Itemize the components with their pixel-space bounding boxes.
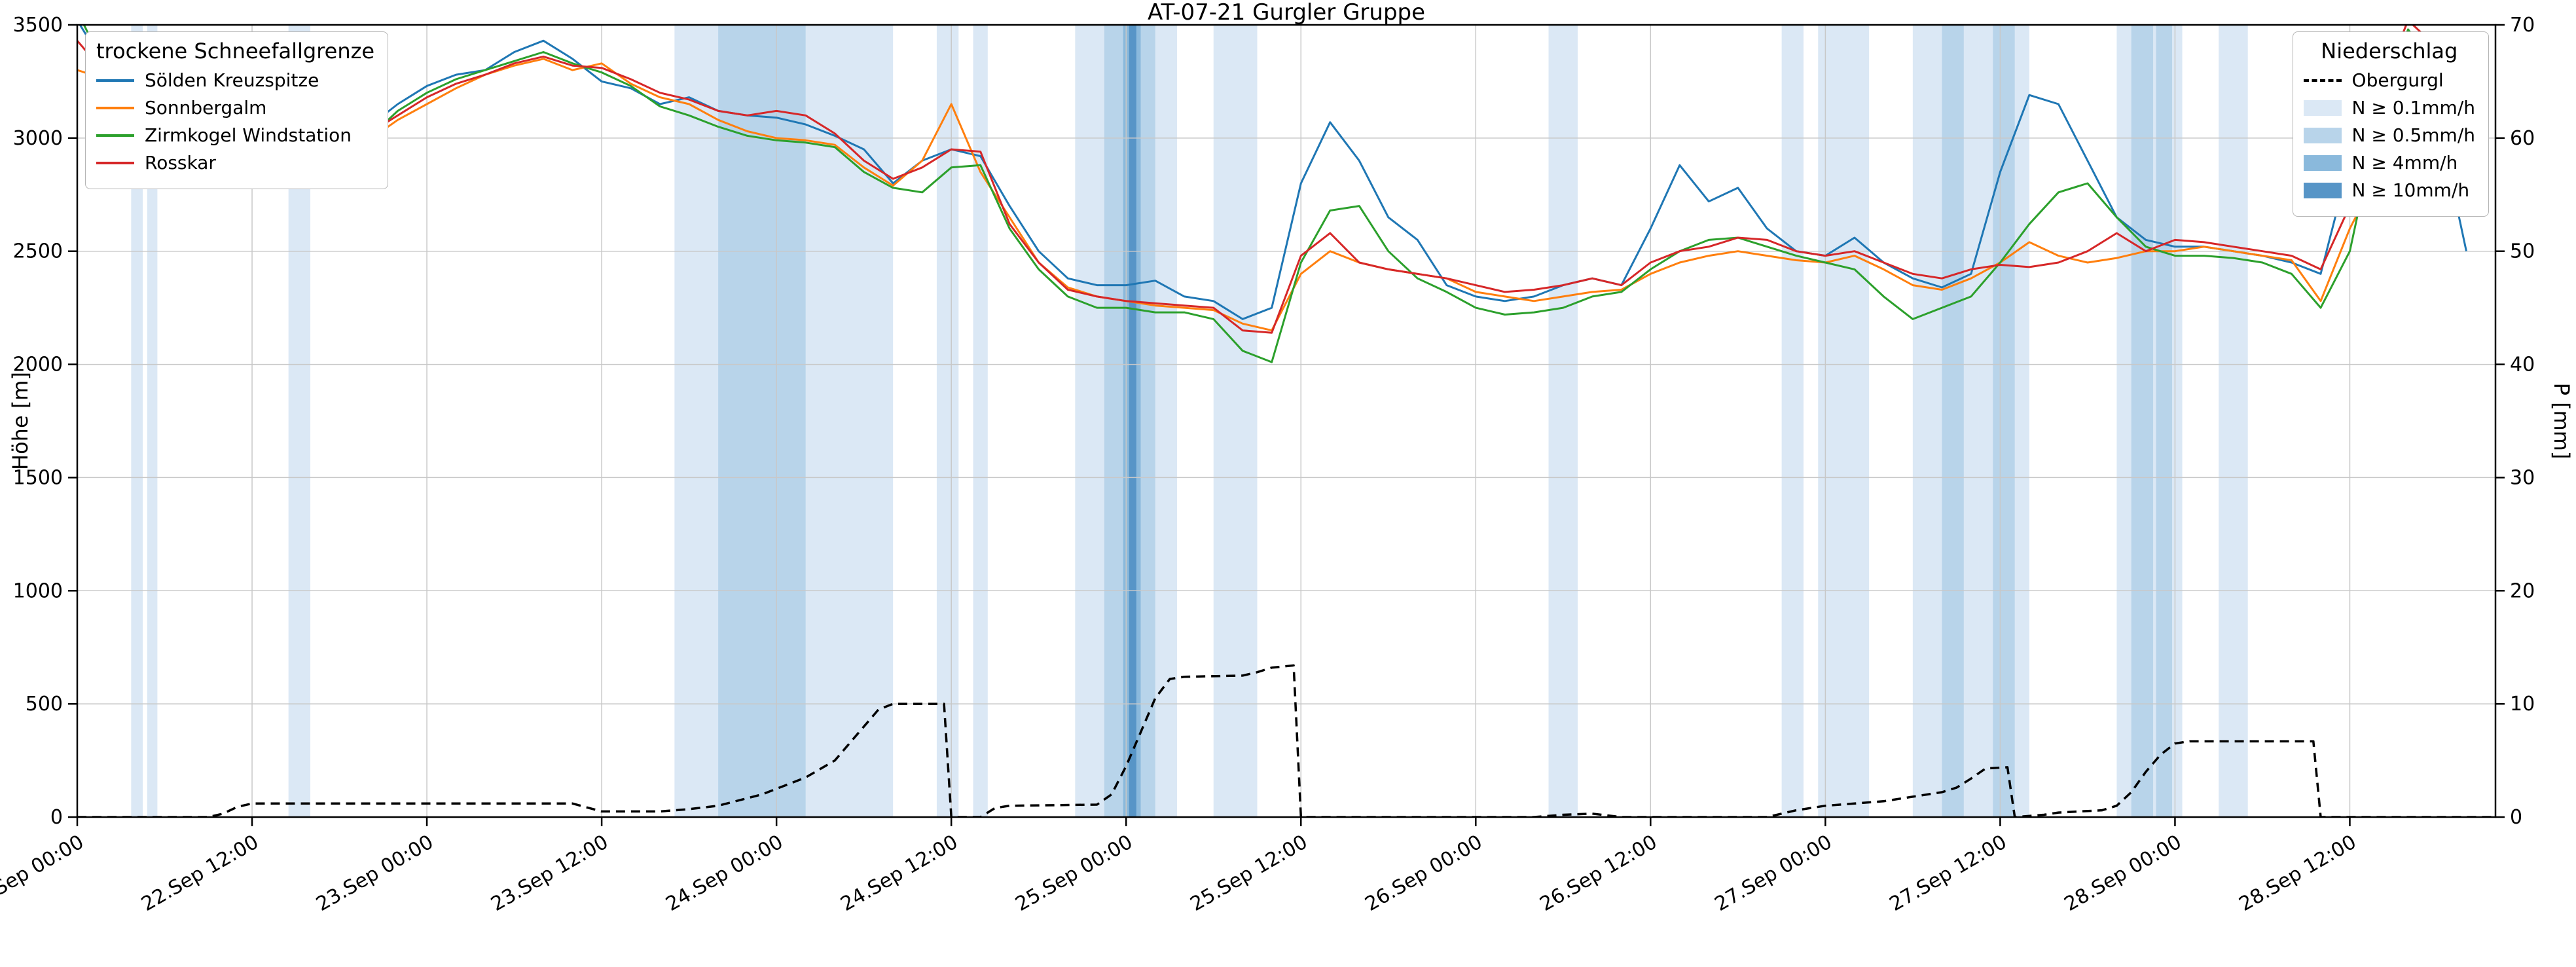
- precip-band: [1213, 25, 1258, 817]
- legend-entry-n01: N ≥ 0.1mm/h: [2303, 97, 2475, 119]
- legend-entry-label: Sonnbergalm: [145, 97, 267, 119]
- legend-entry-n4: N ≥ 4mm/h: [2303, 152, 2475, 173]
- series-line-s-lden-kreuzspitze: [79, 25, 2467, 320]
- y-left-axis-label: Höhe [m]: [8, 372, 33, 470]
- x-tick-label: 28.Sep 00:00: [2061, 831, 2186, 916]
- x-tick-label: 26.Sep 00:00: [1361, 831, 1486, 916]
- x-tick-label: 28.Sep 12:00: [2236, 831, 2361, 916]
- series-line-group: [77, 25, 2467, 363]
- x-tick-label: 27.Sep 00:00: [1711, 831, 1836, 916]
- precip-band: [973, 25, 988, 817]
- line-sample-icon: [96, 79, 134, 82]
- precip-line-group: [77, 664, 2495, 817]
- precip-band: [2219, 25, 2248, 817]
- band-patch-icon: [2303, 100, 2342, 116]
- y-right-tick-label: 0: [2510, 806, 2522, 829]
- precip-band: [2131, 25, 2154, 817]
- y-right-tick-label: 10: [2510, 693, 2535, 716]
- legend-precip: Niederschlag Obergurgl N ≥ 0.1mm/h N ≥ 0…: [2292, 31, 2489, 217]
- y-right-axis-label: P [mm]: [2549, 383, 2574, 460]
- x-tick-label: 25.Sep 00:00: [1011, 831, 1136, 916]
- y-left-tick-label: 2000: [13, 354, 63, 376]
- precip-band: [131, 25, 143, 817]
- line-sample-icon: [96, 161, 134, 164]
- precip-band: [1129, 25, 1136, 817]
- y-right-tick-label: 50: [2510, 240, 2535, 263]
- x-tick-label: 23.Sep 12:00: [487, 831, 612, 916]
- legend-entry-soelden: Sölden Kreuzspitze: [96, 69, 374, 91]
- series-line-sonnbergalm: [77, 58, 2467, 332]
- chart-title: AT-07-21 Gurgler Gruppe: [1148, 0, 1425, 26]
- legend-entry-label: Rosskar: [145, 152, 216, 173]
- dashed-line-sample-icon: [2303, 79, 2342, 82]
- precip-band: [1781, 25, 1804, 817]
- y-left-tick-label: 0: [50, 806, 63, 829]
- y-left-tick-label: 1500: [13, 466, 63, 489]
- band-patch-icon: [2303, 182, 2342, 198]
- y-left-tick-label: 3000: [13, 127, 63, 150]
- x-tick-label: 24.Sep 12:00: [837, 831, 962, 916]
- precip-band: [1993, 25, 2015, 817]
- precip-band: [1942, 25, 1964, 817]
- legend-entry-label: Sölden Kreuzspitze: [145, 69, 319, 91]
- legend-entry-label: Obergurgl: [2351, 69, 2444, 91]
- precip-band-group: [131, 25, 2248, 817]
- x-tick-label: 27.Sep 12:00: [1885, 831, 2010, 916]
- x-tick-label: 22.Sep 12:00: [137, 831, 263, 916]
- legend-entry-label: Zirmkogel Windstation: [145, 124, 352, 146]
- y-right-tick-label: 70: [2510, 14, 2535, 37]
- legend-entry-label: N ≥ 0.5mm/h: [2351, 124, 2475, 146]
- line-sample-icon: [96, 134, 134, 137]
- x-tick-label: 24.Sep 00:00: [662, 831, 787, 916]
- precip-band: [147, 25, 158, 817]
- legend-entry-label: N ≥ 0.1mm/h: [2351, 97, 2475, 119]
- series-line-zirmkogel-windstation: [82, 25, 2467, 363]
- legend-precip-title: Niederschlag: [2321, 39, 2458, 64]
- y-left-tick-label: 2500: [13, 240, 63, 263]
- x-tick-label: 25.Sep 12:00: [1186, 831, 1311, 916]
- precip-band: [936, 25, 959, 817]
- legend-entry-label: N ≥ 4mm/h: [2351, 152, 2458, 173]
- y-right-tick-label: 60: [2510, 127, 2535, 150]
- precip-band: [718, 25, 806, 817]
- x-tick-label: 26.Sep 12:00: [1536, 831, 1661, 916]
- x-tick-label: 22.Sep 00:00: [0, 831, 88, 916]
- y-right-tick-label: 40: [2510, 354, 2535, 376]
- legend-entry-obergurgl: Obergurgl: [2303, 69, 2475, 91]
- series-line-rosskar: [77, 25, 2467, 334]
- legend-snowline-title: trockene Schneefallgrenze: [96, 39, 375, 64]
- precip-line-obergurgl: [77, 664, 2495, 817]
- band-patch-icon: [2303, 127, 2342, 143]
- line-sample-icon: [96, 106, 134, 109]
- legend-snowline: trockene Schneefallgrenze Sölden Kreuzsp…: [85, 31, 389, 189]
- y-left-tick-label: 500: [26, 693, 63, 716]
- legend-entry-n05: N ≥ 0.5mm/h: [2303, 124, 2475, 146]
- plot-border: [76, 24, 2497, 818]
- legend-entry-label: N ≥ 10mm/h: [2351, 179, 2470, 201]
- legend-entry-zirmkogel: Zirmkogel Windstation: [96, 124, 374, 146]
- legend-entry-rosskar: Rosskar: [96, 152, 374, 173]
- legend-entry-sonnbergalm: Sonnbergalm: [96, 97, 374, 119]
- y-left-tick-label: 1000: [13, 579, 63, 602]
- precip-band: [1818, 25, 1870, 817]
- x-tick-label: 23.Sep 00:00: [312, 831, 437, 916]
- y-right-tick-label: 20: [2510, 579, 2535, 602]
- precip-band: [1548, 25, 1578, 817]
- precip-band: [2156, 25, 2172, 817]
- y-left-tick-label: 3500: [13, 14, 63, 37]
- y-right-tick-label: 30: [2510, 466, 2535, 489]
- band-patch-icon: [2303, 155, 2342, 171]
- legend-entry-n10: N ≥ 10mm/h: [2303, 179, 2475, 201]
